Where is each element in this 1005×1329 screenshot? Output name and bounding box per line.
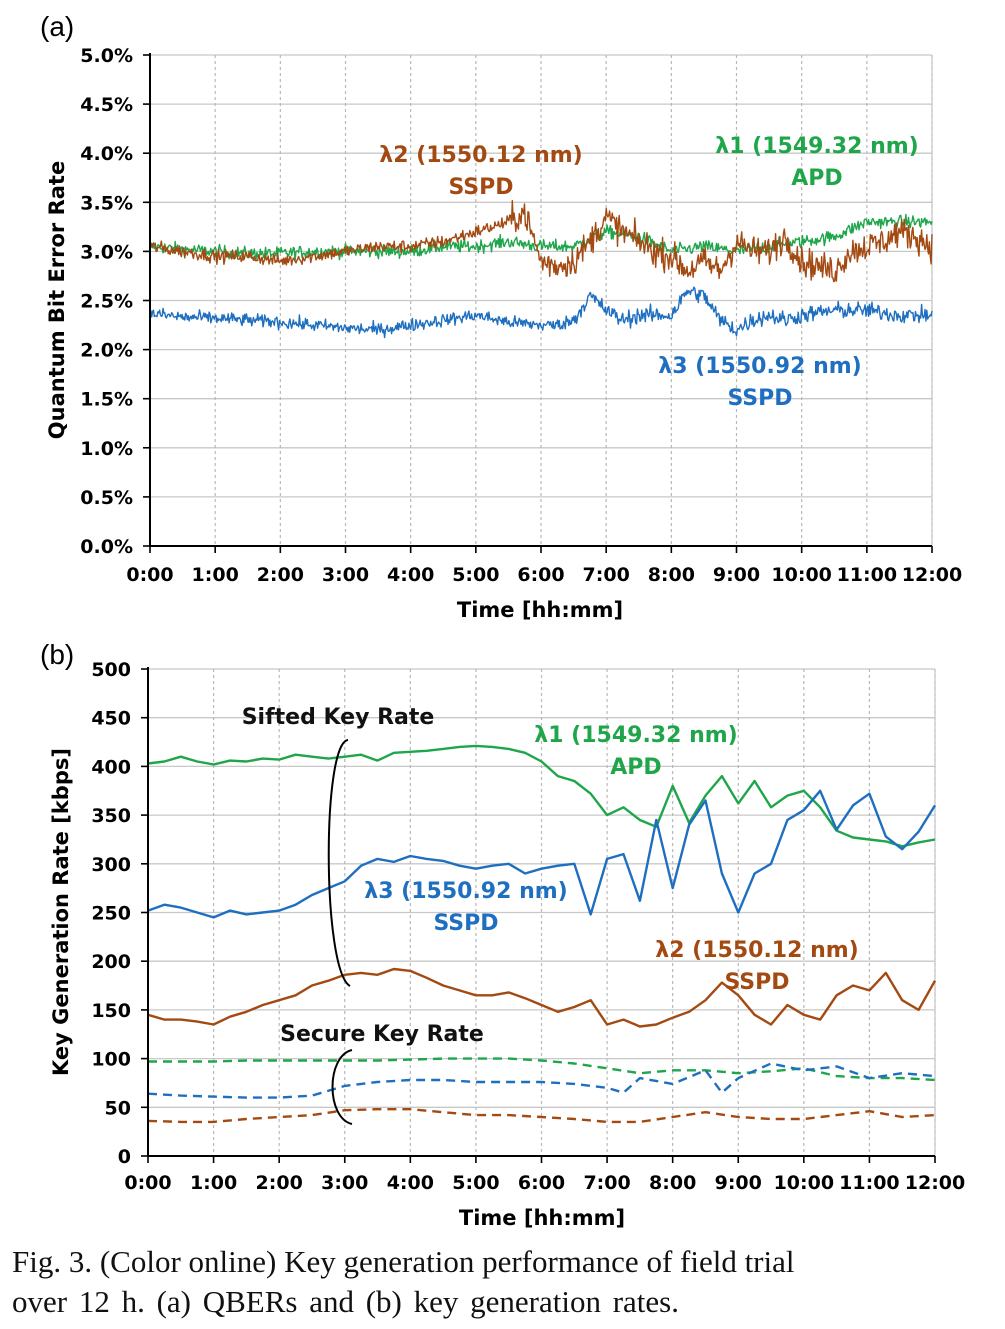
panel-a-xlabel: Time [hh:mm] — [457, 598, 623, 622]
x-tick-label: 6:00 — [518, 1172, 565, 1194]
figure: (a) 0.0% 0.5% 1.0% 1.5% 2.0% 2.5% 3.0% 3.5% 4.0%… — [40, 11, 965, 1230]
panel-b-l1-detector: APD — [610, 755, 661, 780]
x-tick-label: 5:00 — [452, 1172, 499, 1194]
x-tick-label: 3:00 — [322, 564, 369, 586]
panel-a-l2-detector: SSPD — [448, 175, 513, 200]
panel-a-l3-detector: SSPD — [727, 386, 792, 411]
y-tick-label: 50 — [105, 1097, 131, 1119]
sifted-series-line-0 — [147, 744, 936, 848]
panel-b-axes: 0 50 100 150 200 250 300 350 400 450 500 0:00 1:00 2:… — [91, 659, 965, 1194]
secure-series-line-3 — [148, 1057, 936, 1082]
x-tick-label: 2:00 — [256, 1172, 303, 1194]
x-tick-label: 1:00 — [190, 1172, 237, 1194]
panel-b-grid — [148, 668, 936, 1156]
caption-line-2: over 12 h. (a) QBERs and (b) key generat… — [12, 1284, 679, 1319]
y-tick-label: 200 — [91, 951, 131, 973]
x-tick-label: 7:00 — [583, 564, 630, 586]
panel-a-l1-label: λ1 (1549.32 nm) — [715, 134, 918, 159]
sifted-bracket — [327, 739, 351, 987]
y-tick-label: 250 — [91, 903, 131, 925]
y-tick-label: 1.5% — [80, 389, 133, 411]
panel-b-l2-label: λ2 (1550.12 nm) — [655, 938, 858, 963]
panel-a-l1-detector: APD — [791, 166, 842, 191]
x-tick-label: 9:00 — [715, 1172, 762, 1194]
y-tick-label: 0 — [118, 1146, 131, 1168]
y-tick-label: 0.0% — [80, 536, 133, 558]
panel-b-l3-detector: SSPD — [433, 911, 498, 936]
y-tick-label: 150 — [91, 1000, 131, 1022]
panel-b-l3-label: λ3 (1550.92 nm) — [364, 879, 567, 904]
panel-a-l2-label: λ2 (1550.12 nm) — [379, 143, 582, 168]
x-tick-label: 12:00 — [905, 1172, 965, 1194]
panel-a-label: (a) — [40, 11, 74, 42]
x-tick-label: 10:00 — [774, 1172, 834, 1194]
x-tick-label: 1:00 — [192, 564, 239, 586]
x-tick-label: 3:00 — [321, 1172, 368, 1194]
sifted-key-rate-label: Sifted Key Rate — [242, 705, 435, 730]
x-tick-label: 2:00 — [257, 564, 304, 586]
y-tick-label: 450 — [91, 708, 131, 730]
x-tick-label: 4:00 — [387, 564, 434, 586]
series-line-1 — [149, 199, 933, 283]
x-tick-label: 5:00 — [452, 564, 499, 586]
panel-a-ylabel: Quantum Bit Error Rate — [45, 161, 69, 439]
panel-b-l1-label: λ1 (1549.32 nm) — [534, 723, 737, 748]
panel-b-l2-detector: SSPD — [724, 970, 789, 995]
y-tick-label: 300 — [91, 854, 131, 876]
y-tick-label: 3.5% — [80, 192, 133, 214]
panel-b-series — [147, 744, 937, 1124]
y-tick-label: 2.5% — [80, 291, 133, 313]
x-tick-label: 11:00 — [839, 1172, 899, 1194]
panel-b-label: (b) — [40, 639, 74, 670]
panel-b: (b) 0 50 100 150 200 250 300 350 400 450 500 0:00 1:… — [40, 639, 965, 1230]
y-tick-label: 400 — [91, 756, 131, 778]
panel-b-ylabel: Key Generation Rate [kbps] — [49, 748, 73, 1076]
panel-a: (a) 0.0% 0.5% 1.0% 1.5% 2.0% 2.5% 3.0% 3.5% 4.0%… — [40, 11, 962, 622]
y-tick-label: 2.0% — [80, 340, 133, 362]
x-tick-label: 8:00 — [649, 1172, 696, 1194]
x-tick-label: 12:00 — [902, 564, 962, 586]
series-line-0 — [149, 213, 933, 262]
sifted-series-line-1 — [147, 789, 937, 919]
x-tick-label: 0:00 — [126, 564, 173, 586]
secure-series-line-5 — [147, 1107, 936, 1124]
x-tick-label: 7:00 — [583, 1172, 630, 1194]
y-tick-label: 100 — [91, 1049, 131, 1071]
y-tick-label: 1.0% — [80, 438, 133, 460]
x-tick-label: 0:00 — [124, 1172, 171, 1194]
panel-b-xlabel: Time [hh:mm] — [459, 1206, 625, 1230]
x-tick-label: 10:00 — [771, 564, 831, 586]
y-tick-label: 3.0% — [80, 241, 133, 263]
panel-a-grid — [150, 54, 933, 546]
panel-a-l3-label: λ3 (1550.92 nm) — [658, 354, 861, 379]
panel-a-series — [149, 199, 933, 339]
y-tick-label: 4.0% — [80, 143, 133, 165]
sifted-series-line-2 — [147, 967, 937, 1028]
secure-key-rate-label: Secure Key Rate — [280, 1022, 484, 1047]
secure-series-line-4 — [147, 1062, 936, 1099]
y-tick-label: 500 — [91, 659, 131, 681]
panel-a-axes: 0.0% 0.5% 1.0% 1.5% 2.0% 2.5% 3.0% 3.5% 4.0% 4.5%… — [80, 45, 962, 586]
x-tick-label: 11:00 — [837, 564, 897, 586]
y-tick-label: 5.0% — [80, 45, 133, 67]
secure-bracket — [331, 1049, 353, 1125]
y-tick-label: 350 — [91, 805, 131, 827]
x-tick-label: 6:00 — [517, 564, 564, 586]
figure-caption: Fig. 3. (Color online) Key generation pe… — [12, 1242, 997, 1322]
x-tick-label: 9:00 — [713, 564, 760, 586]
y-tick-label: 4.5% — [80, 94, 133, 116]
caption-line-1: Fig. 3. (Color online) Key generation pe… — [12, 1244, 795, 1279]
x-tick-label: 4:00 — [387, 1172, 434, 1194]
y-tick-label: 0.5% — [80, 487, 133, 509]
series-line-2 — [149, 286, 933, 339]
x-tick-label: 8:00 — [648, 564, 695, 586]
